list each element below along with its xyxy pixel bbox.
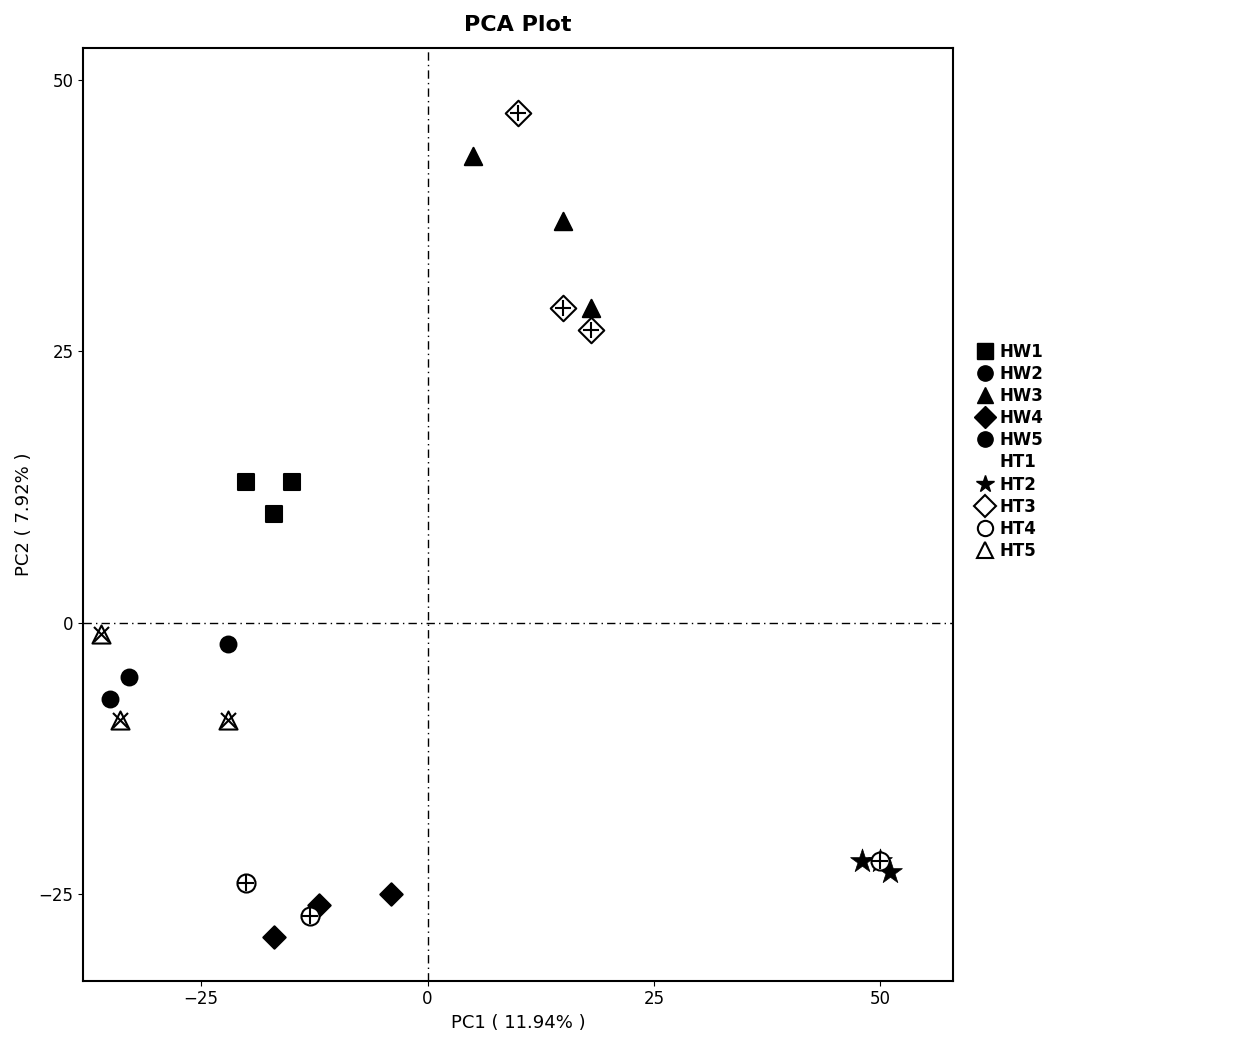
Point: [580, 321, 600, 338]
Point: [109, 712, 129, 729]
Point: [218, 636, 238, 652]
Legend: HW1, HW2, HW3, HW4, HW5, HT1, HT2, HT3, HT4, HT5: HW1, HW2, HW3, HW4, HW5, HT1, HT2, HT3, …: [970, 336, 1050, 566]
Point: [870, 853, 890, 870]
Point: [218, 712, 238, 729]
Point: [508, 105, 528, 121]
Point: [300, 908, 320, 925]
Point: [463, 148, 482, 164]
Point: [879, 864, 899, 881]
Point: [218, 712, 238, 729]
Point: [508, 105, 528, 121]
Point: [553, 299, 573, 316]
Point: [92, 625, 112, 642]
Point: [580, 299, 600, 316]
Point: [870, 853, 890, 870]
X-axis label: PC1 ( 11.94% ): PC1 ( 11.94% ): [451, 1013, 585, 1032]
Point: [382, 886, 402, 903]
Point: [870, 853, 890, 870]
Y-axis label: PC2 ( 7.92% ): PC2 ( 7.92% ): [15, 452, 33, 576]
Point: [100, 690, 120, 707]
Point: [264, 929, 284, 945]
Point: [553, 299, 573, 316]
Title: PCA Plot: PCA Plot: [464, 15, 572, 35]
Point: [580, 321, 600, 338]
Point: [109, 712, 129, 729]
Point: [309, 896, 329, 913]
Point: [92, 625, 112, 642]
Point: [852, 853, 872, 870]
Point: [281, 473, 301, 490]
Point: [553, 213, 573, 229]
Point: [237, 874, 257, 891]
Point: [300, 908, 320, 925]
Point: [237, 473, 257, 490]
Point: [237, 874, 257, 891]
Point: [264, 506, 284, 522]
Point: [119, 669, 139, 686]
